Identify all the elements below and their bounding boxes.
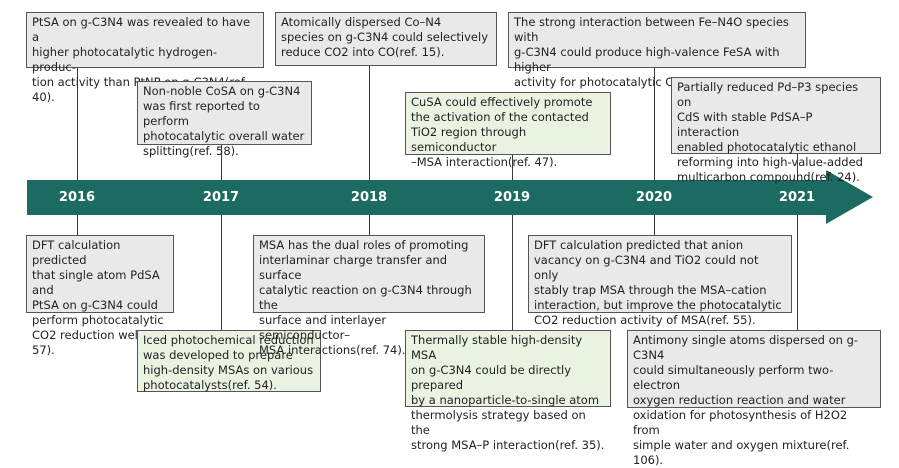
- year-2021: 2021: [778, 190, 816, 205]
- connector-2019-bottom: [512, 215, 513, 330]
- event-2017-bottom: Iced photochemical reduction was develop…: [137, 330, 321, 392]
- timeline-arrow: [27, 170, 873, 224]
- event-2019-bottom: Thermally stable high-density MSA on g-C…: [405, 330, 611, 452]
- event-2021-top: Partially reduced Pd–P3 species on CdS w…: [671, 77, 881, 184]
- connector-2016-top: [77, 68, 78, 180]
- timeline-diagram: 2016 2017 2018 2019 2020 2021 PtSA on g-…: [26, 12, 881, 467]
- connector-2020-bottom: [654, 215, 655, 235]
- event-2021-bottom: Antimony single atoms dispersed on g-C3N…: [627, 330, 881, 467]
- connector-2017-top: [221, 144, 222, 180]
- connector-2020-top: [654, 68, 655, 180]
- connector-2019-top: [512, 155, 513, 180]
- event-2016-bottom: DFT calculation predicted that single at…: [26, 235, 174, 357]
- connector-2018-bottom: [369, 215, 370, 235]
- connector-2021-top: [797, 153, 798, 180]
- year-2016: 2016: [58, 190, 96, 205]
- year-2020: 2020: [635, 190, 673, 205]
- event-2017-top: Non-noble CoSA on g-C3N4 was first repor…: [137, 81, 312, 158]
- connector-2017-bottom: [221, 215, 222, 330]
- event-2020-bottom: DFT calculation predicted that anion vac…: [528, 235, 792, 327]
- connector-2021-bottom: [797, 215, 798, 330]
- timeline-arrow-shape: [27, 170, 873, 224]
- connector-2018-top: [369, 66, 370, 180]
- year-2018: 2018: [350, 190, 388, 205]
- connector-2016-bottom: [77, 215, 78, 235]
- event-2018-top: Atomically dispersed Co–N4 species on g-…: [275, 12, 497, 66]
- event-2018-bottom: MSA has the dual roles of promoting inte…: [253, 235, 485, 357]
- year-2019: 2019: [493, 190, 531, 205]
- year-2017: 2017: [202, 190, 240, 205]
- event-2016-top: PtSA on g-C3N4 was revealed to have a hi…: [26, 12, 264, 104]
- event-2020-top: The strong interaction between Fe–N4O sp…: [508, 12, 806, 89]
- event-2019-top: CuSA could effectively promote the activ…: [405, 92, 611, 169]
